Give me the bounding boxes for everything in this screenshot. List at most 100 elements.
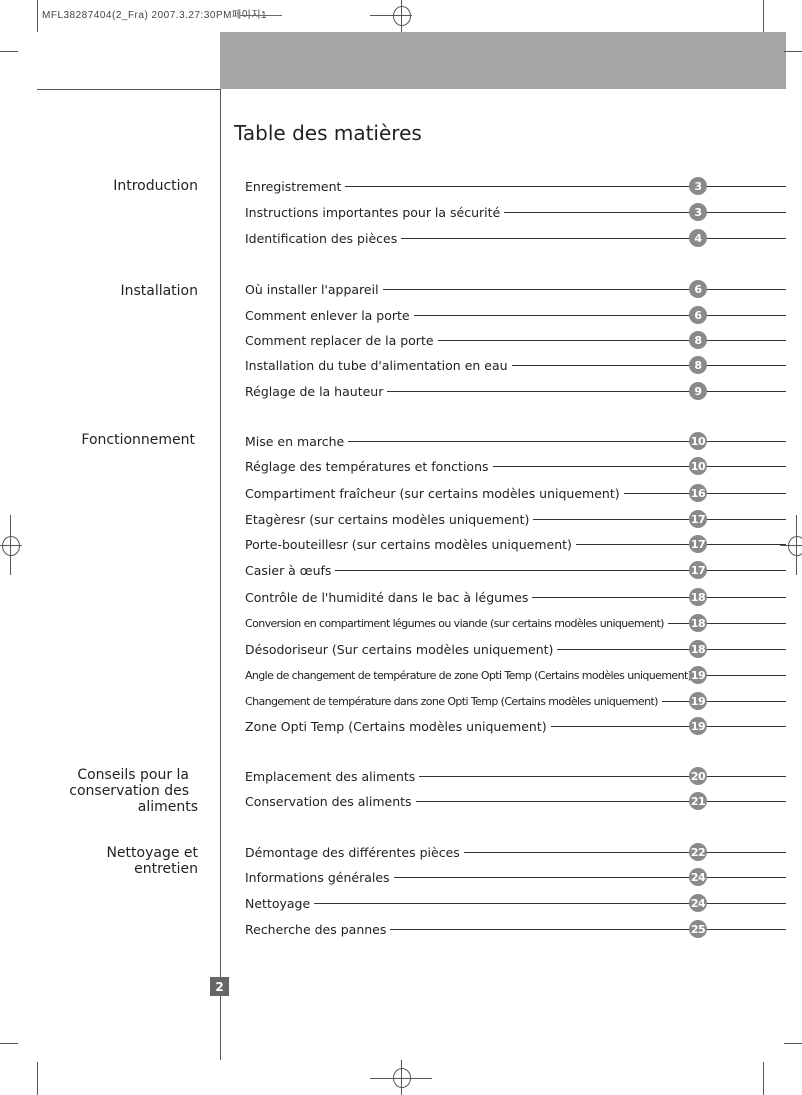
toc-entry[interactable]: Nettoyage 24 <box>245 893 786 913</box>
toc-entry[interactable]: Où installer l'appareil 6 <box>245 279 786 299</box>
section-label-conseils: aliments <box>138 799 198 815</box>
crop-line <box>763 0 764 32</box>
toc-entry[interactable]: Porte-bouteillesr (sur certains modèles … <box>245 534 786 554</box>
label-line: Nettoyage et <box>106 845 198 861</box>
entry-title: Réglage de la hauteur <box>245 383 384 399</box>
crop-mark <box>784 51 802 52</box>
page-badge: 16 <box>689 484 707 502</box>
toc-entry[interactable]: Installation du tube d'alimentation en e… <box>245 355 786 375</box>
entry-title: Identification des pièces <box>245 230 398 246</box>
entry-title: Conversion en compartiment légumes ou vi… <box>245 616 664 630</box>
page-badge: 6 <box>689 306 707 324</box>
toc-entry[interactable]: Réglage des températures et fonctions 10 <box>245 456 786 476</box>
page-badge: 10 <box>689 457 707 475</box>
registration-mark <box>393 1068 411 1088</box>
header-band <box>220 32 786 89</box>
leader-line <box>413 314 786 316</box>
crop-mark <box>0 51 18 52</box>
entry-title: Conservation des aliments <box>245 793 412 809</box>
toc-entry[interactable]: Recherche des pannes 25 <box>245 919 786 939</box>
label-line: Conseils pour la <box>77 767 189 783</box>
registration-mark <box>788 536 802 556</box>
entry-title: Emplacement des aliments <box>245 768 416 784</box>
entry-title: Réglage des températures et fonctions <box>245 458 489 474</box>
page-badge: 19 <box>689 666 707 684</box>
header-rule <box>37 89 220 90</box>
page-badge: 19 <box>689 692 707 710</box>
entry-title: Etagèresr (sur certains modèles uniqueme… <box>245 511 530 527</box>
leader-line <box>550 725 786 727</box>
entry-title: Informations générales <box>245 869 390 885</box>
leader-line <box>382 288 786 290</box>
toc-entry[interactable]: Emplacement des aliments 20 <box>245 766 786 786</box>
leader-line <box>532 596 786 598</box>
leader-line <box>437 339 786 341</box>
toc-entry[interactable]: Zone Opti Temp (Certains modèles uniquem… <box>245 716 786 736</box>
label-line: aliments <box>137 799 198 815</box>
page-badge: 18 <box>689 588 707 606</box>
registration-mark <box>796 515 797 575</box>
section-label-nettoyage: Nettoyage et entretien <box>106 845 198 877</box>
leader-line <box>492 465 786 467</box>
entry-title: Comment replacer de la porte <box>245 332 434 348</box>
page-badge: 24 <box>689 894 707 912</box>
toc-entry[interactable]: Désodoriseur (Sur certains modèles uniqu… <box>245 639 786 659</box>
toc-entry[interactable]: Informations générales 24 <box>245 867 786 887</box>
page-badge: 3 <box>689 177 707 195</box>
registration-mark <box>401 0 402 32</box>
crop-line <box>37 0 38 32</box>
section-label-fonctionnement: Fonctionnement <box>81 432 195 448</box>
entry-title: Où installer l'appareil <box>245 281 379 297</box>
toc-entry[interactable]: Conservation des aliments 21 <box>245 791 786 811</box>
crop-line <box>37 1062 38 1095</box>
leader-line <box>415 800 786 802</box>
page-badge: 4 <box>689 229 707 247</box>
leader-line <box>393 876 786 878</box>
toc-entry[interactable]: Contrôle de l'humidité dans le bac à lég… <box>245 587 786 607</box>
toc-entry[interactable]: Angle de changement de température de zo… <box>245 665 786 685</box>
registration-mark <box>240 15 282 16</box>
entry-title: Instructions importantes pour la sécurit… <box>245 204 501 220</box>
registration-mark <box>2 536 20 556</box>
entry-title: Angle de changement de température de zo… <box>245 668 692 682</box>
page-badge: 24 <box>689 868 707 886</box>
entry-title: Compartiment fraîcheur (sur certains mod… <box>245 485 620 501</box>
page-badge: 8 <box>689 331 707 349</box>
leader-line <box>348 440 786 442</box>
print-header: MFL38287404(2_Fra) 2007.3.27:30PM페이지1 <box>42 10 268 21</box>
leader-line <box>575 543 786 545</box>
toc-entry[interactable]: Compartiment fraîcheur (sur certains mod… <box>245 483 786 503</box>
leader-line <box>511 364 786 366</box>
toc-entry[interactable]: Démontage des différentes pièces 22 <box>245 842 786 862</box>
crop-line <box>763 1062 764 1095</box>
toc-entry[interactable]: Comment enlever la porte 6 <box>245 305 786 325</box>
entry-title: Changement de température dans zone Opti… <box>245 694 658 708</box>
toc-entry[interactable]: Etagèresr (sur certains modèles uniqueme… <box>245 509 786 529</box>
toc-entry[interactable]: Instructions importantes pour la sécurit… <box>245 202 786 222</box>
page-badge: 18 <box>689 614 707 632</box>
registration-mark <box>393 6 411 26</box>
page-number: 2 <box>210 977 229 996</box>
crop-mark <box>0 1043 18 1044</box>
crop-mark <box>784 1043 802 1044</box>
page-badge: 20 <box>689 767 707 785</box>
toc-entry[interactable]: Casier à œufs 17 <box>245 560 786 580</box>
toc-entry[interactable]: Enregistrement 3 <box>245 176 786 196</box>
toc-entry[interactable]: Conversion en compartiment légumes ou vi… <box>245 613 786 633</box>
toc-entry[interactable]: Identification des pièces 4 <box>245 228 786 248</box>
leader-line <box>390 928 786 930</box>
page-badge: 3 <box>689 203 707 221</box>
leader-line <box>557 648 786 650</box>
toc-entry[interactable]: Comment replacer de la porte 8 <box>245 330 786 350</box>
section-label-introduction: Introduction <box>113 178 198 194</box>
label-line: entretien <box>134 861 198 877</box>
entry-title: Enregistrement <box>245 178 342 194</box>
entry-title: Comment enlever la porte <box>245 307 410 323</box>
leader-line <box>667 622 786 624</box>
toc-entry[interactable]: Mise en marche 10 <box>245 431 786 451</box>
toc-entry[interactable]: Réglage de la hauteur 9 <box>245 381 786 401</box>
toc-entry[interactable]: Changement de température dans zone Opti… <box>245 691 786 711</box>
entry-title: Désodoriseur (Sur certains modèles uniqu… <box>245 641 554 657</box>
page-badge: 18 <box>689 640 707 658</box>
entry-title: Mise en marche <box>245 433 345 449</box>
